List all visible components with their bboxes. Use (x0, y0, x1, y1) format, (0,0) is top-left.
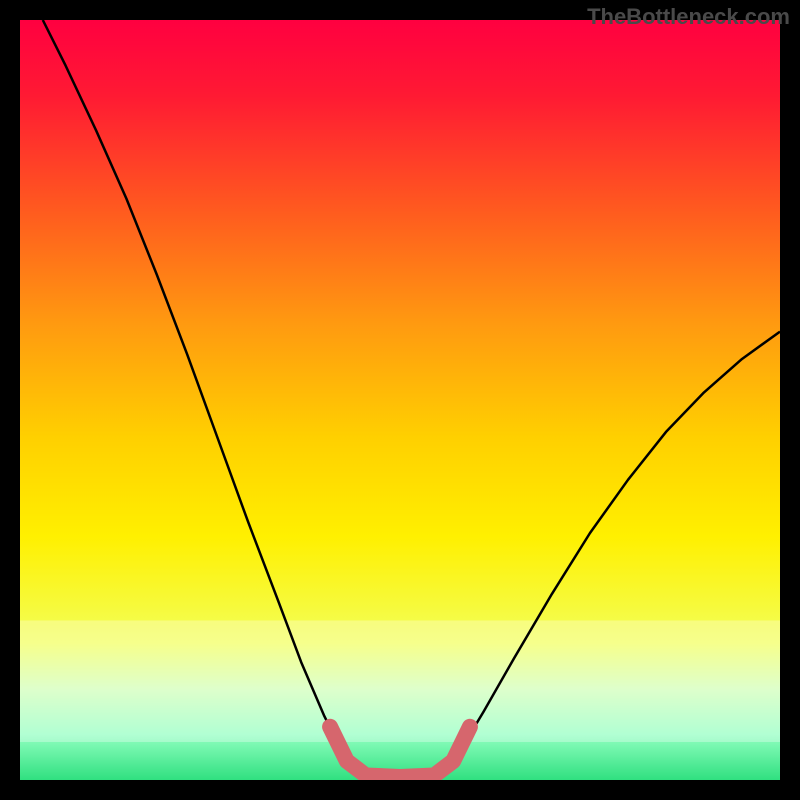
bottleneck-curve-chart (0, 0, 800, 800)
chart-border (0, 0, 20, 800)
chart-container: TheBottleneck.com (0, 0, 800, 800)
chart-border (0, 0, 800, 20)
chart-border (0, 780, 800, 800)
pale-band (20, 620, 780, 742)
chart-border (780, 0, 800, 800)
